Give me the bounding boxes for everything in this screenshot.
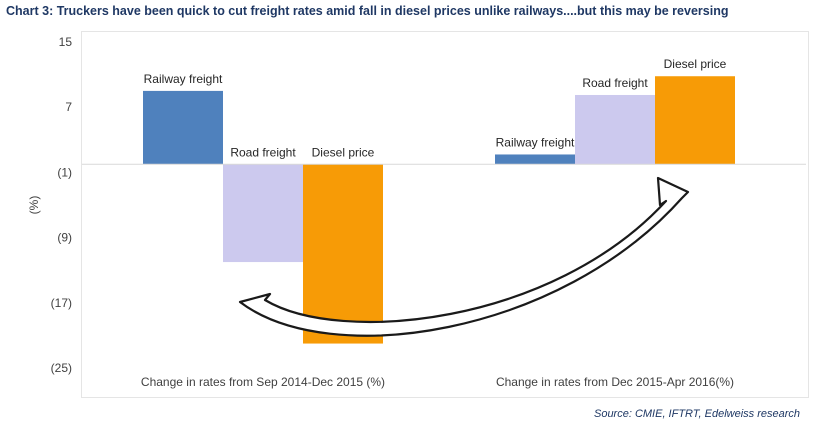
plot-area — [81, 31, 809, 398]
bar-railway-freight — [495, 154, 575, 165]
data-label: Railway freight — [144, 72, 223, 86]
source-note: Source: CMIE, IFTRT, Edelweiss research — [593, 408, 800, 420]
chart-title: Chart 3: Truckers have been quick to cut… — [6, 4, 729, 18]
y-tick-label: (1) — [57, 165, 72, 179]
data-label: Diesel price — [664, 57, 727, 71]
bar-diesel-price — [303, 164, 383, 344]
data-label: Diesel price — [312, 145, 375, 159]
y-axis-label: (%) — [27, 196, 41, 215]
y-tick-label: 7 — [65, 100, 72, 114]
data-label: Road freight — [582, 76, 648, 90]
data-label: Railway freight — [496, 135, 575, 149]
reversal-arrow-icon — [238, 176, 690, 337]
x-category-label: Change in rates from Sep 2014-Dec 2015 (… — [141, 375, 385, 389]
bar-road-freight — [223, 164, 303, 263]
bar-road-freight — [575, 94, 655, 165]
y-tick-label: 15 — [59, 35, 73, 49]
y-tick-label: (9) — [57, 231, 72, 245]
data-label: Road freight — [230, 145, 296, 159]
y-tick-label: (25) — [51, 361, 72, 375]
y-tick-label: (17) — [51, 296, 72, 310]
x-category-label: Change in rates from Dec 2015-Apr 2016(%… — [496, 375, 734, 389]
bar-railway-freight — [143, 90, 223, 165]
bar-diesel-price — [655, 76, 735, 165]
